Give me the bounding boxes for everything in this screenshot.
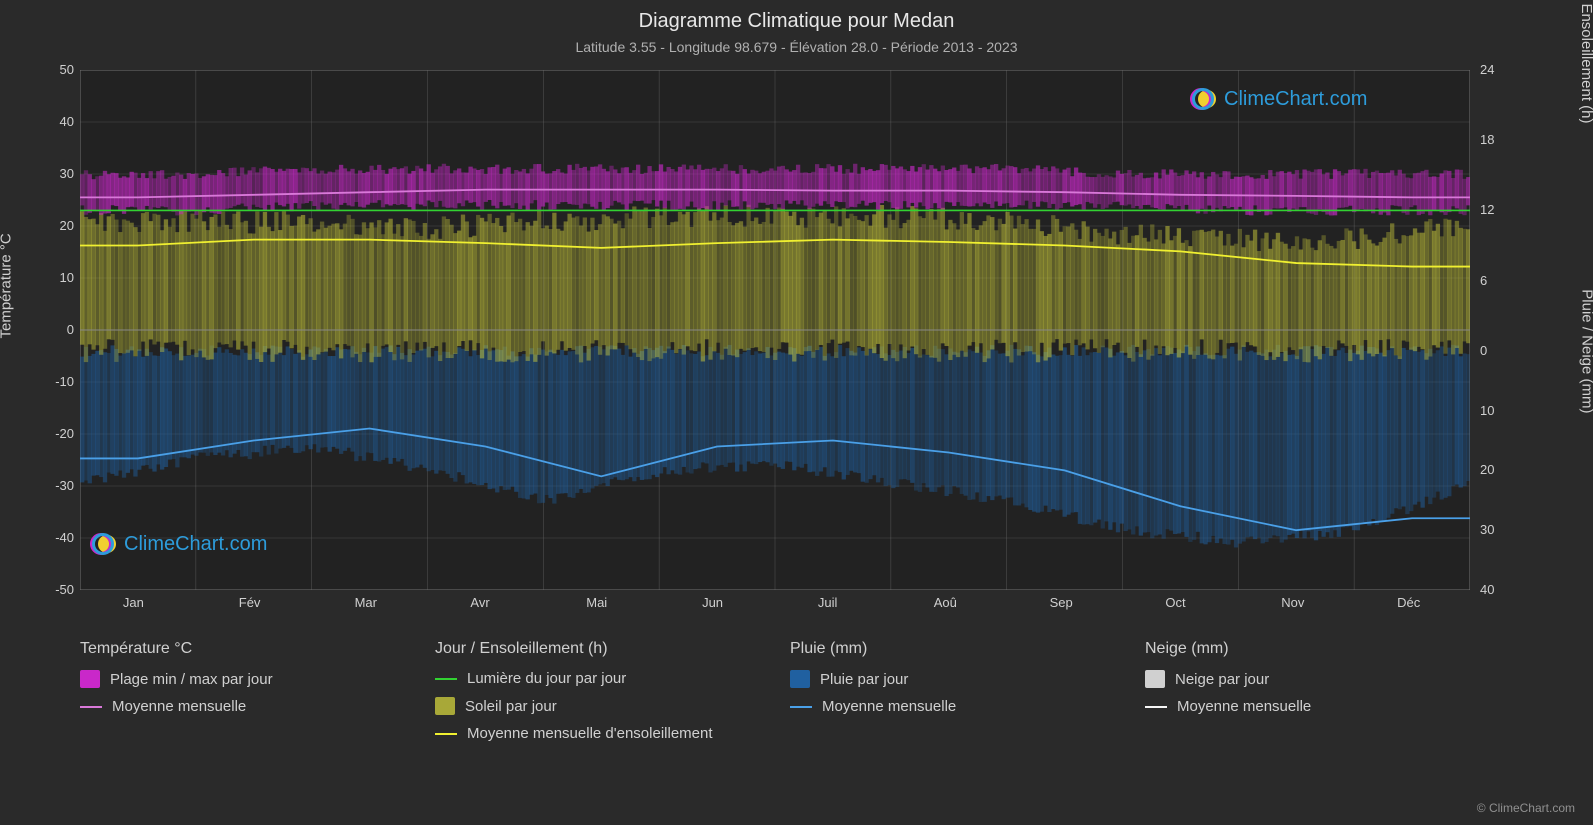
legend-swatch	[80, 706, 102, 708]
legend-swatch	[435, 733, 457, 735]
legend-label: Moyenne mensuelle	[1177, 698, 1311, 715]
watermark: ClimeChart.com	[1190, 85, 1367, 113]
legend-label: Moyenne mensuelle	[112, 698, 246, 715]
chart-svg	[80, 70, 1470, 590]
watermark-text: ClimeChart.com	[124, 533, 267, 556]
x-tick-month: Nov	[1281, 595, 1304, 610]
y-tick-left: 50	[60, 62, 74, 77]
y-tick-right-day: 6	[1480, 273, 1487, 288]
y-tick-right-rain: 30	[1480, 522, 1494, 537]
y-tick-right-day: 24	[1480, 62, 1494, 77]
chart-plot	[80, 70, 1470, 590]
legend-header: Pluie (mm)	[790, 640, 1145, 658]
x-axis: Jan Fév Mar Avr Mai Jun Juil Aoû Sep Oct Nov Déc	[80, 595, 1470, 620]
legend-swatch	[1145, 706, 1167, 708]
legend-header: Neige (mm)	[1145, 640, 1500, 658]
chart-title: Diagramme Climatique pour Medan	[0, 0, 1593, 33]
y-tick-left: 30	[60, 166, 74, 181]
y-tick-left: -40	[55, 530, 74, 545]
legend-swatch	[1145, 670, 1165, 688]
legend-swatch	[790, 670, 810, 688]
legend-item: Moyenne mensuelle	[1145, 698, 1500, 715]
legend-swatch	[435, 697, 455, 715]
watermark-icon	[90, 530, 118, 558]
legend-item: Moyenne mensuelle	[80, 698, 435, 715]
legend-label: Moyenne mensuelle d'ensoleillement	[467, 725, 713, 742]
legend: Température °C Plage min / max par jour Mo…	[80, 640, 1500, 790]
legend-label: Pluie par jour	[820, 671, 908, 688]
legend-swatch	[80, 670, 100, 688]
y-tick-right-day: 12	[1480, 202, 1494, 217]
legend-column: Jour / Ensoleillement (h) Lumière du jour…	[435, 640, 790, 790]
legend-swatch	[435, 678, 457, 680]
y-axis-left-label: Température °C	[0, 233, 15, 338]
x-tick-month: Mar	[355, 595, 377, 610]
y-tick-right-rain: 10	[1480, 403, 1494, 418]
y-axis-right-bottom-label: Pluie / Neige (mm)	[1579, 289, 1593, 413]
legend-label: Lumière du jour par jour	[467, 670, 626, 687]
legend-label: Plage min / max par jour	[110, 671, 273, 688]
legend-header: Jour / Ensoleillement (h)	[435, 640, 790, 658]
legend-header: Température °C	[80, 640, 435, 658]
x-tick-month: Jan	[123, 595, 144, 610]
legend-item: Moyenne mensuelle d'ensoleillement	[435, 725, 790, 742]
y-tick-left: -10	[55, 374, 74, 389]
y-tick-right-day: 0	[1480, 343, 1487, 358]
y-axis-right-top-label: Jour / Ensoleillement (h)	[1579, 0, 1593, 124]
y-tick-left: 20	[60, 218, 74, 233]
y-tick-right-rain: 40	[1480, 582, 1494, 597]
y-tick-left: 40	[60, 114, 74, 129]
legend-label: Neige par jour	[1175, 671, 1269, 688]
y-tick-left: -50	[55, 582, 74, 597]
watermark: ClimeChart.com	[90, 530, 267, 558]
legend-item: Pluie par jour	[790, 670, 1145, 688]
x-tick-month: Fév	[239, 595, 261, 610]
legend-item: Soleil par jour	[435, 697, 790, 715]
legend-item: Plage min / max par jour	[80, 670, 435, 688]
legend-column: Neige (mm) Neige par jour Moyenne mensuell…	[1145, 640, 1500, 790]
legend-label: Soleil par jour	[465, 698, 557, 715]
legend-item: Neige par jour	[1145, 670, 1500, 688]
x-tick-month: Mai	[586, 595, 607, 610]
y-tick-left: 0	[67, 322, 74, 337]
legend-item: Lumière du jour par jour	[435, 670, 790, 687]
chart-subtitle: Latitude 3.55 - Longitude 98.679 - Éléva…	[0, 33, 1593, 55]
x-tick-month: Aoû	[934, 595, 957, 610]
y-tick-right-day: 18	[1480, 132, 1494, 147]
x-tick-month: Déc	[1397, 595, 1420, 610]
legend-column: Pluie (mm) Pluie par jour Moyenne mensuell…	[790, 640, 1145, 790]
x-tick-month: Jun	[702, 595, 723, 610]
y-tick-right-rain: 20	[1480, 462, 1494, 477]
watermark-icon	[1190, 85, 1218, 113]
y-tick-left: 10	[60, 270, 74, 285]
x-tick-month: Juil	[818, 595, 838, 610]
y-tick-left: -20	[55, 426, 74, 441]
x-tick-month: Avr	[470, 595, 489, 610]
legend-swatch	[790, 706, 812, 708]
y-tick-left: -30	[55, 478, 74, 493]
legend-item: Moyenne mensuelle	[790, 698, 1145, 715]
copyright: © ClimeChart.com	[1477, 801, 1575, 815]
watermark-text: ClimeChart.com	[1224, 88, 1367, 111]
x-tick-month: Oct	[1165, 595, 1185, 610]
legend-column: Température °C Plage min / max par jour Mo…	[80, 640, 435, 790]
x-tick-month: Sep	[1050, 595, 1073, 610]
legend-label: Moyenne mensuelle	[822, 698, 956, 715]
